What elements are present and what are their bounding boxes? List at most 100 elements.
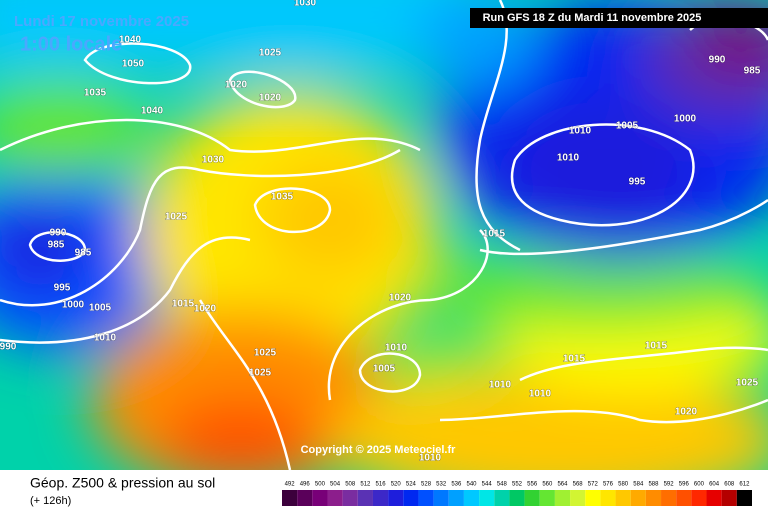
scale-swatch bbox=[372, 490, 389, 506]
scale-swatch bbox=[676, 490, 692, 506]
isobar-label: 990 bbox=[0, 342, 17, 353]
scale-label: 592 bbox=[664, 482, 675, 488]
scale-swatch bbox=[494, 490, 510, 506]
scale-label: 612 bbox=[739, 482, 750, 488]
isobar-label: 1015 bbox=[483, 229, 506, 240]
scale-swatch bbox=[479, 490, 495, 506]
isobar-label: 1010 bbox=[385, 343, 408, 354]
isobar-label: 995 bbox=[54, 283, 71, 294]
scale-swatch bbox=[357, 490, 373, 506]
isobar-label: 1000 bbox=[62, 300, 85, 311]
scale-swatch bbox=[403, 490, 419, 506]
scale-swatch bbox=[342, 490, 358, 506]
scale-label: 568 bbox=[573, 482, 584, 488]
isobar-label: 1015 bbox=[172, 299, 195, 310]
scale-swatch bbox=[736, 490, 752, 506]
scale-label: 576 bbox=[603, 482, 614, 488]
scale-label: 532 bbox=[436, 482, 447, 488]
run-banner bbox=[470, 8, 768, 28]
isobar-label: 1020 bbox=[259, 93, 282, 104]
scale-label: 504 bbox=[330, 482, 341, 488]
isobar-label: 1030 bbox=[294, 0, 317, 9]
isobar-label: 1025 bbox=[254, 348, 277, 359]
scale-swatch bbox=[721, 490, 737, 506]
scale-swatch bbox=[600, 490, 616, 506]
isobar-label: 1010 bbox=[489, 380, 512, 391]
scale-swatch bbox=[509, 490, 525, 506]
isobar-label: 1030 bbox=[202, 155, 225, 166]
isobar-label: 1035 bbox=[271, 192, 294, 203]
scale-label: 552 bbox=[512, 482, 523, 488]
scale-swatch bbox=[706, 490, 722, 506]
isobar-label: 1010 bbox=[569, 126, 592, 137]
isobar-label: 1040 bbox=[119, 35, 142, 46]
forecast-date: Lundi 17 novembre 2025 bbox=[14, 13, 189, 30]
scale-swatch bbox=[282, 490, 298, 506]
isobar-label: 1015 bbox=[563, 354, 586, 365]
scale-swatch bbox=[312, 490, 328, 506]
isobar-label: 1025 bbox=[736, 378, 759, 389]
isobar-label: 1015 bbox=[645, 341, 668, 352]
scale-swatch bbox=[585, 490, 601, 506]
isobar-label: 1020 bbox=[675, 407, 698, 418]
scale-label: 540 bbox=[467, 482, 478, 488]
isobars bbox=[0, 0, 768, 471]
scale-label: 584 bbox=[633, 482, 644, 488]
isobar-label: 1040 bbox=[141, 106, 164, 117]
map-title: Géop. Z500 & pression au sol bbox=[30, 475, 215, 491]
scale-swatch bbox=[630, 490, 646, 506]
isobar-label: 990 bbox=[709, 55, 726, 66]
isobar-label: 1020 bbox=[225, 80, 248, 91]
isobar-label: 1010 bbox=[529, 389, 552, 400]
scale-label: 596 bbox=[679, 482, 690, 488]
scale-label: 528 bbox=[421, 482, 432, 488]
scale-label: 548 bbox=[497, 482, 508, 488]
copyright: Copyright © 2025 Meteociel.fr bbox=[301, 444, 457, 456]
isobar-label: 1005 bbox=[373, 364, 396, 375]
scale-swatch bbox=[691, 490, 707, 506]
isobar-label: 995 bbox=[629, 177, 646, 188]
isobar-label: 1020 bbox=[389, 293, 412, 304]
scale-swatch bbox=[418, 490, 434, 506]
scale-label: 564 bbox=[557, 482, 568, 488]
scale-swatch bbox=[327, 490, 343, 506]
forecast-time: 1:00 locale bbox=[20, 33, 122, 55]
isobar-label: 1025 bbox=[249, 368, 272, 379]
isobar-label: 1035 bbox=[84, 88, 107, 99]
scale-label: 496 bbox=[300, 482, 311, 488]
isobar-label: 1010 bbox=[94, 333, 117, 344]
scale-label: 556 bbox=[527, 482, 538, 488]
scale-label: 544 bbox=[482, 482, 493, 488]
scale-label: 536 bbox=[451, 482, 462, 488]
scale-label: 500 bbox=[315, 482, 326, 488]
isobar-label: 1010 bbox=[419, 453, 442, 464]
scale-swatch bbox=[297, 490, 313, 506]
scale-swatch bbox=[615, 490, 631, 506]
scale-label: 524 bbox=[406, 482, 417, 488]
isobar-label: 985 bbox=[744, 66, 761, 77]
isobar-label: 1010 bbox=[557, 153, 580, 164]
isobar-label: 1025 bbox=[259, 48, 282, 59]
run-info: Run GFS 18 Z du Mardi 11 novembre 2025 bbox=[483, 12, 702, 24]
scale-label: 588 bbox=[648, 482, 659, 488]
scale-swatch bbox=[463, 490, 480, 506]
isobar-label: 1020 bbox=[194, 304, 217, 315]
scale-label: 572 bbox=[588, 482, 599, 488]
scale-swatch bbox=[388, 490, 404, 506]
scale-label: 492 bbox=[285, 482, 296, 488]
isobar-label: 1050 bbox=[122, 59, 145, 70]
isobar-label: 1005 bbox=[89, 303, 112, 314]
scale-label: 580 bbox=[618, 482, 629, 488]
scale-label: 608 bbox=[724, 482, 735, 488]
isobar-label: 1005 bbox=[616, 121, 639, 132]
isobar-label: 1000 bbox=[674, 114, 697, 125]
scale-label: 512 bbox=[360, 482, 371, 488]
scale-swatch bbox=[645, 490, 662, 506]
lead-time: (+ 126h) bbox=[30, 495, 71, 507]
scale-swatch bbox=[539, 490, 555, 506]
scale-swatch bbox=[554, 490, 571, 506]
scale-label: 520 bbox=[391, 482, 402, 488]
